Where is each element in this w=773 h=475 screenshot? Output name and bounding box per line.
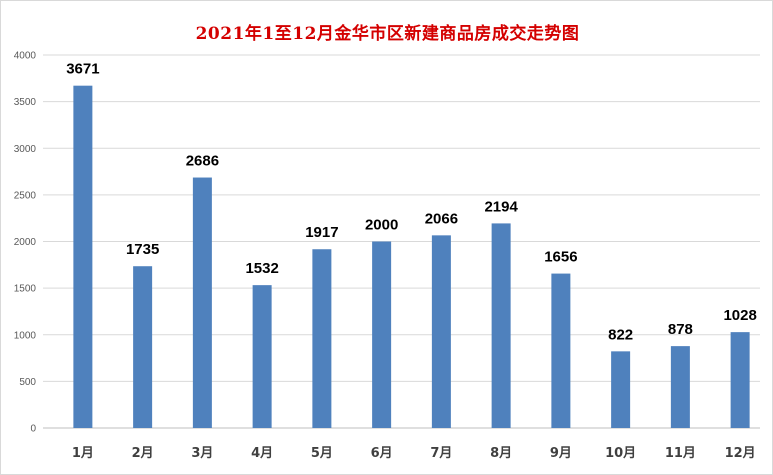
x-tick-label: 6月 — [371, 446, 393, 461]
bar — [730, 332, 750, 428]
bar — [551, 273, 571, 428]
data-label: 822 — [608, 326, 633, 343]
x-tick-label: 7月 — [430, 446, 452, 461]
data-label: 1028 — [723, 307, 756, 324]
x-tick-label: 12月 — [725, 446, 756, 461]
y-tick-label: 0 — [30, 424, 36, 435]
bar — [252, 285, 272, 428]
data-label: 1656 — [544, 249, 577, 266]
bar — [491, 223, 511, 428]
y-tick-label: 3500 — [14, 97, 37, 108]
y-tick-label: 500 — [19, 377, 36, 388]
data-label: 2000 — [365, 217, 398, 234]
x-tick-label: 3月 — [191, 446, 213, 461]
data-label: 1917 — [305, 224, 338, 241]
y-tick-label: 2500 — [14, 190, 37, 201]
data-labels: 3671 1735 2686 1532 1917 2000 2066 2194 1656 822 8… — [66, 61, 757, 344]
x-tick-label: 11月 — [665, 446, 696, 461]
gridlines — [43, 54, 760, 429]
x-axis-ticks: 1月 2月 3月 4月 5月 6月 7月 8月 9月 10月 11月 12月 — [72, 446, 756, 461]
bar — [192, 177, 212, 428]
y-tick-label: 4000 — [14, 51, 37, 62]
data-label: 2194 — [484, 198, 518, 215]
y-tick-label: 1000 — [14, 330, 37, 341]
y-axis-ticks: 0 500 1000 1500 2000 2500 3000 3500 4000 — [14, 51, 37, 435]
bar — [133, 266, 153, 428]
bar — [372, 241, 392, 428]
bar — [670, 346, 690, 428]
x-tick-label: 10月 — [605, 446, 636, 461]
bars — [73, 85, 750, 428]
y-tick-label: 2000 — [14, 237, 37, 248]
y-tick-label: 1500 — [14, 284, 37, 295]
bar — [611, 351, 631, 428]
chart-title: 2021年1至12月金华市区新建商品房成交走势图 — [195, 24, 580, 44]
bar — [431, 235, 451, 428]
x-tick-label: 5月 — [311, 446, 333, 461]
x-tick-label: 1月 — [72, 446, 94, 461]
data-label: 1532 — [245, 260, 278, 277]
data-label: 2066 — [425, 210, 458, 227]
data-label: 3671 — [66, 61, 99, 78]
y-tick-label: 3000 — [14, 144, 37, 155]
x-tick-label: 4月 — [251, 446, 273, 461]
x-tick-label: 9月 — [550, 446, 572, 461]
data-label: 878 — [668, 321, 693, 338]
data-label: 1735 — [126, 241, 159, 258]
bar — [312, 249, 332, 428]
x-tick-label: 8月 — [490, 446, 512, 461]
bar — [73, 85, 93, 428]
x-tick-label: 2月 — [132, 446, 154, 461]
data-label: 2686 — [186, 153, 219, 170]
